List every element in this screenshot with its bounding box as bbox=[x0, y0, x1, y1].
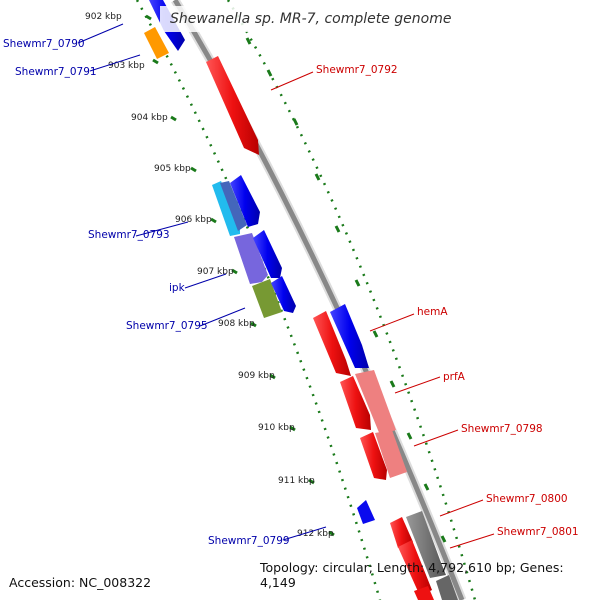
gene-shewmr7-0793[interactable] bbox=[212, 181, 240, 236]
gene-blue-905a[interactable] bbox=[230, 175, 260, 227]
gene-shewmr7-0801[interactable] bbox=[406, 511, 446, 578]
genome-summary-text: Topology: circular; Length: 4,792,610 bp… bbox=[260, 560, 564, 590]
tick-label: 909 kbp bbox=[238, 371, 275, 381]
left-leader-lines bbox=[77, 23, 327, 541]
gene-hema[interactable] bbox=[313, 311, 351, 376]
tick-label: 908 kbp bbox=[218, 319, 255, 329]
outer-major-ticks bbox=[245, 37, 447, 543]
gene-red-lower[interactable] bbox=[398, 540, 432, 596]
gene-blue-907[interactable] bbox=[271, 276, 296, 313]
gene-blue-906[interactable] bbox=[253, 230, 282, 278]
gene-neighbor-blue[interactable] bbox=[220, 181, 247, 231]
accession-text: Accession: NC_008322 bbox=[9, 575, 152, 590]
gene-shewmr7-0799[interactable] bbox=[357, 500, 375, 524]
inner-major-ticks bbox=[145, 14, 335, 537]
gene-label-shewmr7-0790[interactable]: Shewmr7_0790 bbox=[3, 38, 85, 50]
gene-shewmr7-0792[interactable] bbox=[206, 56, 259, 155]
tick-label: 912 kbp bbox=[297, 529, 334, 539]
gene-label-shewmr7-0798[interactable]: Shewmr7_0798 bbox=[461, 423, 543, 435]
gene-label-shewmr7-0799[interactable]: Shewmr7_0799 bbox=[208, 535, 290, 547]
tick-label: 904 kbp bbox=[131, 113, 168, 123]
tick-label: 910 kbp bbox=[258, 423, 295, 433]
gene-label-shewmr7-0792[interactable]: Shewmr7_0792 bbox=[316, 64, 398, 76]
gene-shewmr7-0791[interactable] bbox=[144, 27, 169, 59]
gene-label-shewmr7-0800[interactable]: Shewmr7_0800 bbox=[486, 493, 568, 505]
gene-prfa[interactable] bbox=[340, 376, 371, 430]
gene-shewmr7-0795[interactable] bbox=[252, 279, 282, 318]
tick-ring-outer bbox=[226, 0, 477, 600]
gene-label-ipk[interactable]: ipk bbox=[169, 282, 186, 294]
gene-blue-hemA-adjacent[interactable] bbox=[330, 304, 369, 368]
gene-label-shewmr7-0793[interactable]: Shewmr7_0793 bbox=[88, 229, 170, 241]
backbone-ring bbox=[172, 0, 465, 600]
gene-gray-bottom[interactable] bbox=[436, 575, 458, 600]
tick-label: 903 kbp bbox=[108, 61, 145, 71]
backbone-ring-outer bbox=[171, 0, 467, 600]
tick-ring-inner bbox=[135, 0, 382, 600]
gene-prfA-pair[interactable] bbox=[355, 370, 396, 435]
tick-label: 906 kbp bbox=[175, 215, 212, 225]
gene-label-shewmr7-0795[interactable]: Shewmr7_0795 bbox=[126, 320, 208, 332]
map-title: Shewanella sp. MR-7, complete genome bbox=[170, 11, 452, 27]
tick-label: 905 kbp bbox=[154, 164, 191, 174]
title-box: Shewanella sp. MR-7, complete genome bbox=[160, 6, 462, 32]
gene-label-hema[interactable]: hemA bbox=[417, 306, 448, 318]
gene-label-prfa[interactable]: prfA bbox=[443, 371, 466, 383]
tick-label: 911 kbp bbox=[278, 476, 315, 486]
gene-shewmr7-0798[interactable] bbox=[360, 432, 387, 480]
gene-red-bottom[interactable] bbox=[414, 586, 434, 600]
tick-label: 902 kbp bbox=[85, 12, 122, 22]
gene-ipk[interactable] bbox=[234, 233, 268, 284]
gene-shewmr7-0798-pair[interactable] bbox=[375, 430, 407, 478]
gene-shewmr7-0800[interactable] bbox=[390, 517, 413, 549]
tick-label: 907 kbp bbox=[197, 267, 234, 277]
gene-label-shewmr7-0791[interactable]: Shewmr7_0791 bbox=[15, 66, 97, 78]
right-leader-lines bbox=[270, 71, 495, 549]
gene-label-shewmr7-0801[interactable]: Shewmr7_0801 bbox=[497, 526, 579, 538]
